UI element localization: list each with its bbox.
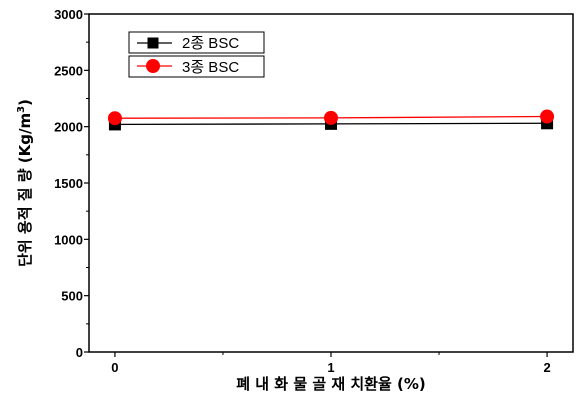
- legend-label-1: 2종 BSC: [182, 35, 239, 52]
- y-tick-label-6: 3000: [54, 7, 83, 22]
- x-tick-label-2: 2: [543, 360, 550, 375]
- legend-marker-square: [147, 37, 159, 49]
- legend-marker-circle: [146, 59, 160, 73]
- legend: 2종 BSC 3종 BSC: [128, 31, 265, 78]
- y-axis-title-sup: 3: [16, 106, 27, 113]
- series-1-point-2: [540, 109, 555, 124]
- y-axis: 0 500 1000 1500 2000 2500 3000: [54, 7, 89, 360]
- series-layer: [107, 109, 555, 131]
- legend-box-2: [128, 55, 265, 78]
- y-tick-label-3: 1500: [54, 176, 83, 191]
- x-axis-title: 폐 내 화 물 골 재 치환율 (%): [236, 375, 426, 393]
- y-axis-title-close: ): [16, 99, 34, 106]
- y-tick-label-2: 1000: [54, 232, 83, 247]
- y-tick-label-4: 2000: [54, 120, 83, 135]
- y-tick-label-5: 2500: [54, 63, 83, 78]
- x-axis: 0 1 2: [111, 352, 551, 375]
- series-1-point-1: [324, 110, 338, 125]
- series-1-point-0: [107, 111, 122, 126]
- legend-box-1: [128, 31, 265, 54]
- y-tick-label-1: 500: [61, 289, 83, 304]
- y-tick-label-0: 0: [76, 345, 83, 360]
- legend-label-2: 3종 BSC: [182, 59, 239, 76]
- x-tick-label-0: 0: [111, 360, 118, 375]
- x-tick-label-1: 1: [327, 360, 334, 375]
- y-axis-title: 단위 용적 질 량 (Kg/m3): [16, 99, 34, 267]
- y-axis-title-main: 단위 용적 질 량 (Kg/m: [16, 113, 34, 267]
